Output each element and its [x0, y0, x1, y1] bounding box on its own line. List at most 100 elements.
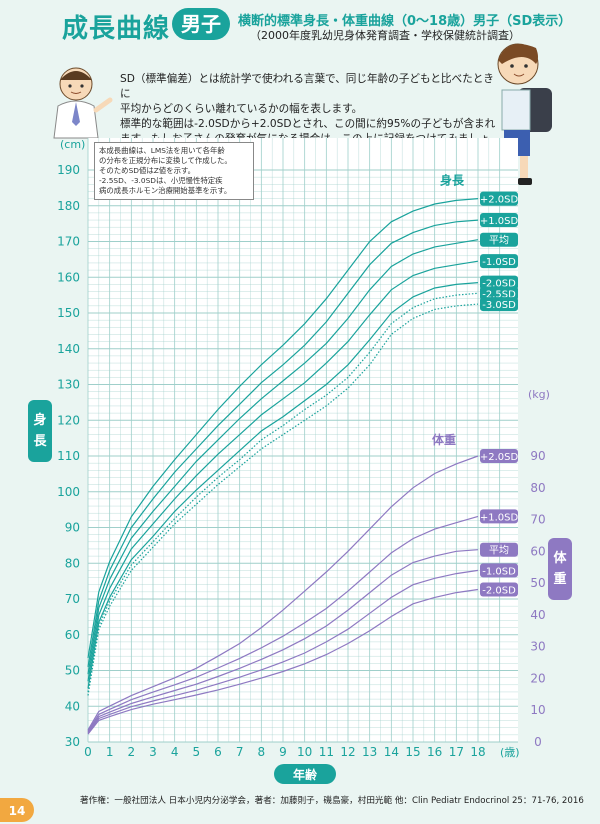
- age-tick-label: 14: [384, 745, 399, 759]
- height-unit: (cm): [60, 138, 85, 151]
- height-sd-tag: [480, 213, 518, 228]
- age-tick-label: 10: [297, 745, 312, 759]
- weight-axis-badge: [548, 538, 572, 600]
- sex-badge: 男子: [172, 8, 230, 40]
- height-tick-label: 100: [57, 485, 80, 499]
- weight-axis-label: 重: [553, 571, 566, 587]
- age-tick-label: 8: [258, 745, 266, 759]
- chart-subtitle: 横断的標準身長・体重曲線（0〜18歳）男子（SD表示）: [238, 14, 572, 29]
- weight-curve-title: 体重: [432, 432, 456, 447]
- doctor-illustration: [53, 67, 113, 139]
- height-sd-label: +2.0SD: [480, 195, 519, 206]
- grid: [87, 138, 518, 743]
- weight-sd-label: +1.0SD: [480, 512, 519, 523]
- note-line: 本成長曲線は、LMS法を用いて各年齢: [99, 146, 225, 155]
- height-axis-label: 身: [33, 412, 46, 428]
- weight-sd-tag: [480, 563, 518, 578]
- age-tick-label: 15: [405, 745, 420, 759]
- weight-tick-label: 30: [530, 640, 545, 654]
- height-tick-label: 170: [57, 235, 80, 249]
- intro-line: 平均からどのくらい離れているかの幅を表します。: [120, 103, 363, 115]
- age-tick-label: 16: [427, 745, 442, 759]
- height-tick-label: 70: [65, 592, 80, 606]
- weight-tick-label: 60: [530, 544, 545, 558]
- height-axis-badge: [28, 400, 52, 462]
- age-tick-label: 0: [84, 745, 92, 759]
- labels: (cm)304050607080901001101201301401501601…: [28, 138, 572, 784]
- weight-axis-label: 体: [553, 550, 567, 566]
- height-sd-tag: [480, 297, 518, 312]
- weight-curve-4: [87, 588, 479, 735]
- age-axis-badge: [274, 764, 336, 784]
- weight-tick-label: 10: [530, 703, 545, 717]
- height-tick-label: 130: [57, 378, 80, 392]
- weight-sd-tag: [480, 449, 518, 463]
- age-tick-label: 1: [106, 745, 114, 759]
- age-tick-label: 17: [449, 745, 464, 759]
- age-tick-label: 9: [279, 745, 287, 759]
- age-tick-label: 18: [470, 745, 485, 759]
- height-sd-label: -3.0SD: [482, 300, 516, 311]
- age-tick-label: 5: [193, 745, 201, 759]
- height-curve-1: [87, 219, 479, 667]
- data-source-note: （2000年度乳幼児身体発育調査・学校保健統計調査）: [250, 29, 520, 42]
- weight-sd-tag: [480, 582, 518, 597]
- age-tick-label: 12: [340, 745, 355, 759]
- height-sd-label: +1.0SD: [480, 216, 519, 227]
- weight-sd-label: -1.0SD: [482, 566, 516, 577]
- height-tick-label: 50: [65, 664, 80, 678]
- height-sd-label: 平均: [489, 235, 509, 247]
- height-tick-label: 60: [65, 628, 80, 642]
- weight-tick-label: 40: [530, 608, 545, 622]
- height-sd-tag: [480, 191, 518, 206]
- height-sd-tag: [480, 254, 518, 269]
- weight-tick-label: 20: [530, 671, 545, 685]
- weight-sd-label: 平均: [489, 545, 509, 557]
- note-line: の分布を正規分布に変換して作成した。: [99, 156, 232, 165]
- age-tick-label: 13: [362, 745, 377, 759]
- plot-area: [88, 138, 518, 742]
- weight-tick-label: 0: [534, 735, 542, 749]
- copyright-footer: 著作権：一般社団法人 日本小児内分泌学会，著者：加藤則子，磯島豪，村田光範 他：…: [80, 796, 584, 806]
- boy-illustration: [497, 43, 552, 185]
- height-sd-tag: [480, 275, 518, 290]
- height-curve-6: [87, 303, 479, 696]
- height-tick-label: 190: [57, 163, 80, 177]
- height-sd-label: -2.0SD: [482, 279, 516, 290]
- weight-sd-label: -2.0SD: [482, 585, 516, 596]
- weight-curve-3: [87, 569, 479, 734]
- weight-unit: (kg): [528, 388, 550, 401]
- age-tick-label: 2: [128, 745, 136, 759]
- intro-line: 標準的な範囲は-2.0SDから+2.0SDとされ、この間に約95%の子どもが含ま…: [120, 118, 496, 130]
- page-title: 成長曲線: [62, 14, 171, 44]
- height-tick-label: 40: [65, 699, 80, 713]
- weight-tick-label: 80: [530, 481, 545, 495]
- height-sd-label: -2.5SD: [482, 289, 516, 300]
- note-line: そのためSD値はZ値を示す。: [99, 166, 196, 175]
- age-tick-label: 7: [236, 745, 244, 759]
- weight-tick-label: 70: [530, 513, 545, 527]
- height-tick-label: 140: [57, 342, 80, 356]
- weight-curve-1: [87, 515, 479, 732]
- height-tick-label: 80: [65, 556, 80, 570]
- age-tick-label: 11: [319, 745, 334, 759]
- height-tick-label: 90: [65, 521, 80, 535]
- height-sd-label: -1.0SD: [482, 257, 516, 268]
- height-tick-label: 180: [57, 199, 80, 213]
- height-curve-5: [87, 292, 479, 693]
- weight-tick-label: 90: [530, 449, 545, 463]
- note-line: 病の成長ホルモン治療開始基準を示す。: [99, 186, 232, 195]
- weight-curve-0: [87, 455, 479, 731]
- height-curve-3: [87, 260, 479, 682]
- height-tick-label: 110: [57, 449, 80, 463]
- weight-sd-tag: [480, 509, 518, 524]
- weight-tick-label: 50: [530, 576, 545, 590]
- intro-line: SD（標準偏差）とは統計学で使われる言葉で、同じ年齢の子どもと比べたときに: [120, 73, 494, 100]
- height-tick-label: 120: [57, 413, 80, 427]
- weight-sd-tag: [480, 542, 518, 557]
- height-curve-title: 身長: [440, 173, 465, 188]
- page-number: 14: [0, 798, 34, 822]
- height-curve-4: [87, 282, 479, 689]
- height-tick-label: 150: [57, 306, 80, 320]
